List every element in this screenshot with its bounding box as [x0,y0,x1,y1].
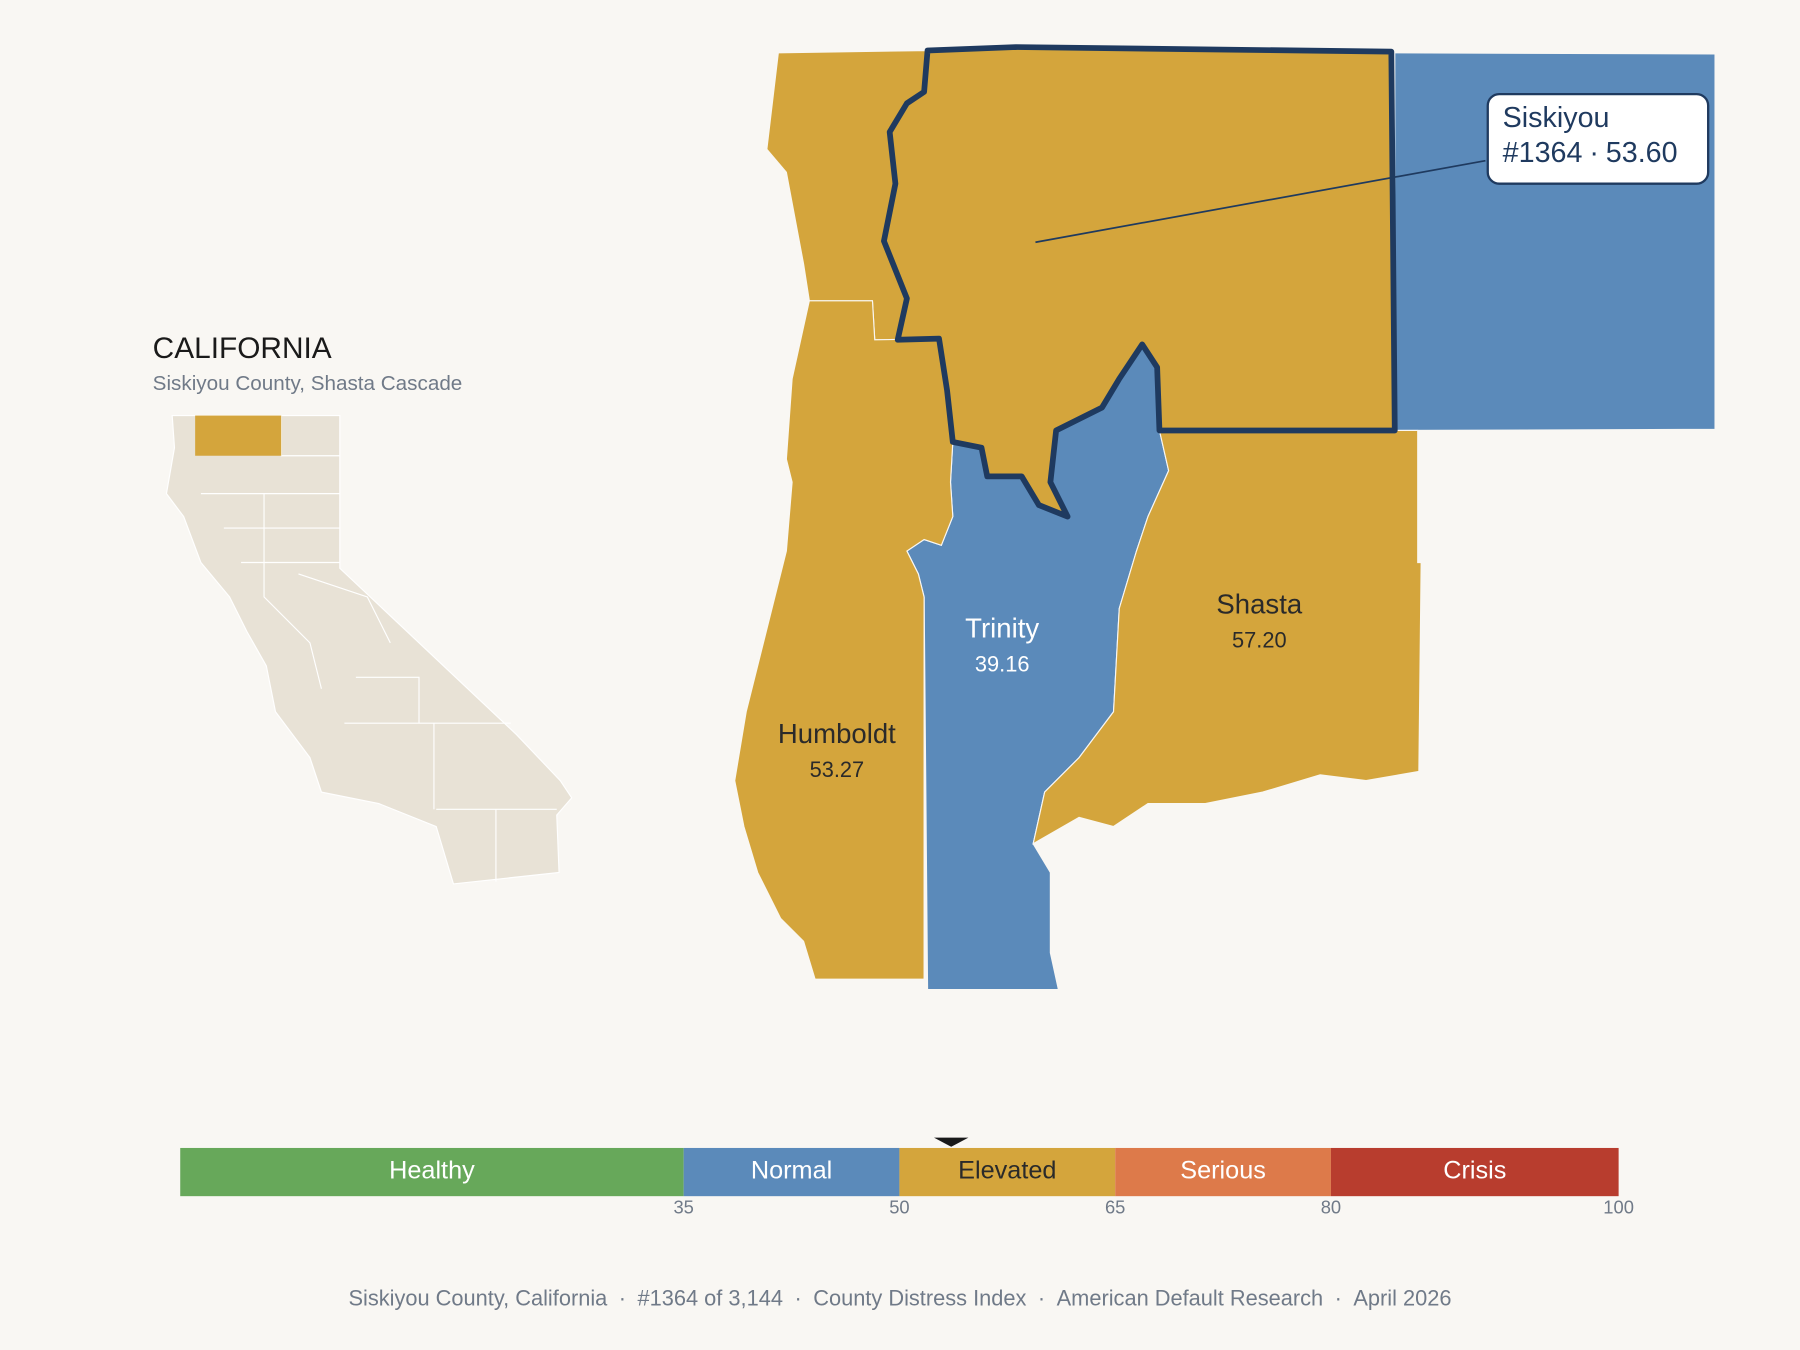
footer-item: #1364 of 3,144 [638,1285,783,1310]
scale-band-label: Normal [751,1157,832,1185]
scale-tick-label: 65 [1105,1197,1125,1218]
counties [734,44,1422,991]
scale-band-label: Serious [1180,1157,1266,1185]
footer: Siskiyou County, California · #1364 of 3,1… [348,1285,1451,1310]
county-labels: Trinity 39.16 Shasta 57.20 Humboldt 53.27 [778,588,1303,782]
scale-band [180,1147,684,1197]
inset-highlight [195,415,282,456]
selected-outline [881,44,1398,520]
callout-rank: #1364 [1503,136,1583,168]
callout-detail: #1364 · 53.60 [1503,136,1678,168]
inset-subtitle: Siskiyou County, Shasta Cascade [153,372,463,395]
scale-tick-label: 35 [673,1197,693,1218]
scale-tick-label: 80 [1321,1197,1341,1218]
county-value: 57.20 [1232,627,1287,652]
scale-tick-label: 100 [1603,1197,1634,1218]
callout-separator: · [1589,136,1599,168]
county [1032,429,1422,845]
scale-band-label: Crisis [1443,1157,1506,1185]
inset-county-lines [200,415,557,882]
callout-box [1486,92,1710,185]
inset-state [165,414,573,885]
scale-band [683,1147,900,1197]
scale-band [1330,1147,1619,1197]
scale-band-label: Healthy [389,1157,475,1185]
footer-item: American Default Research [1057,1285,1324,1310]
callout-value: 53.60 [1606,136,1678,168]
footer-separator: · [1038,1285,1045,1310]
scale-band [1115,1147,1331,1197]
county [734,300,954,980]
callout-leader [1035,159,1486,244]
inset-title: CALIFORNIA [153,332,332,365]
scale-band-label: Elevated [958,1157,1056,1185]
callout: Siskiyou #1364 · 53.60 [1035,92,1710,244]
scale-tick-label: 50 [889,1197,909,1218]
county-value: 53.27 [810,757,865,782]
scale-marker [933,1137,969,1147]
county-name: Trinity [965,613,1039,644]
inset: CALIFORNIA Siskiyou County, Shasta Casca… [153,332,573,885]
footer-separator: · [1335,1285,1342,1310]
legend-scale: Healthy Normal Elevated Serious Crisis 35 50 65… [180,1137,1634,1218]
county-name: Shasta [1216,588,1302,619]
footer-separator: · [619,1285,626,1310]
footer-separator: · [794,1285,801,1310]
county-name: Humboldt [778,718,896,749]
callout-name: Siskiyou [1503,102,1610,134]
footer-item: Siskiyou County, California [348,1285,608,1310]
county-value: 39.16 [975,652,1030,677]
scale-band [899,1147,1116,1197]
footer-item: April 2026 [1353,1285,1451,1310]
footer-item: County Distress Index [813,1285,1026,1310]
